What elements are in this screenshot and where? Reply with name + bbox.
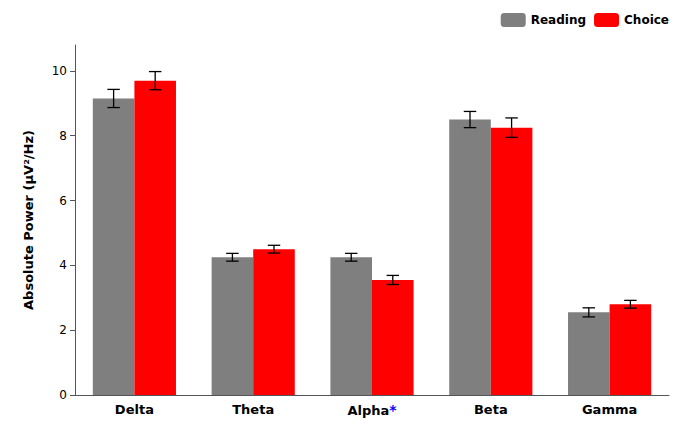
svg-text:*: * [389, 402, 397, 418]
svg-text:Choice: Choice [624, 13, 669, 27]
svg-text:4: 4 [59, 258, 67, 272]
svg-text:10: 10 [52, 64, 67, 78]
svg-text:Gamma: Gamma [582, 402, 637, 417]
svg-text:0: 0 [59, 388, 67, 402]
svg-text:Reading: Reading [531, 13, 586, 27]
svg-text:6: 6 [59, 194, 67, 208]
svg-text:Delta: Delta [115, 402, 154, 417]
svg-text:Theta: Theta [232, 402, 274, 417]
svg-text:Absolute Power (μV²/Hz): Absolute Power (μV²/Hz) [21, 130, 36, 310]
svg-text:8: 8 [59, 129, 67, 143]
svg-text:Beta: Beta [474, 402, 508, 417]
svg-text:Alpha: Alpha [347, 403, 389, 418]
svg-text:2: 2 [59, 323, 67, 337]
